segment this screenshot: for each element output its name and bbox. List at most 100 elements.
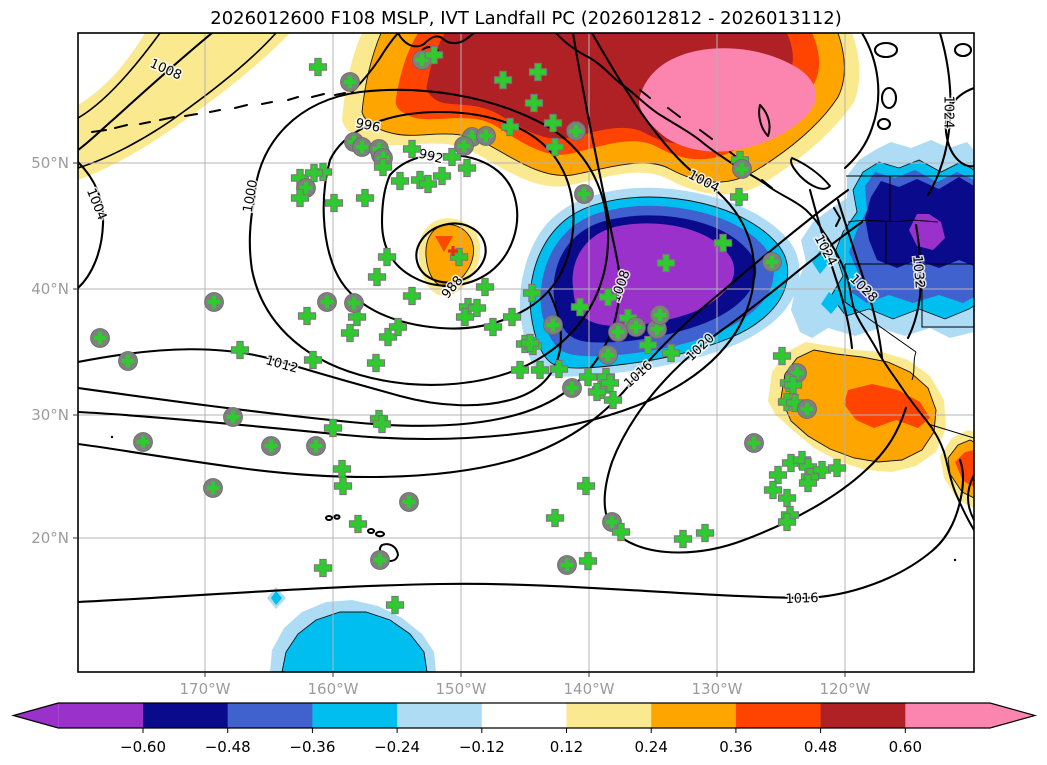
lon-tick-label: 150°W <box>436 680 487 698</box>
marker-plus-icon <box>357 190 373 206</box>
colorbar-tick-label: −0.48 <box>205 738 251 756</box>
observation-marker <box>371 551 390 570</box>
marker-plus-icon <box>580 553 596 569</box>
lon-tick-label: 130°W <box>692 680 743 698</box>
lat-tick-label: 50°N <box>31 154 69 172</box>
colorbar-segment <box>567 703 652 728</box>
observation-marker <box>305 352 321 368</box>
colorbar-tick-label: −0.60 <box>120 738 166 756</box>
lon-tick-label: 160°W <box>308 680 359 698</box>
marker-plus-icon <box>299 308 315 324</box>
figure-canvas: 2026012600 F108 MSLP, IVT Landfall PC (2… <box>0 0 1047 765</box>
colorbar-segment <box>905 703 990 728</box>
marker-plus-icon <box>512 362 528 378</box>
lat-tick-label: 30°N <box>31 406 69 424</box>
colorbar-left-arrow <box>13 703 58 728</box>
observation-marker <box>232 342 248 358</box>
colorbar-tick-label: 0.60 <box>889 738 922 756</box>
colorbar-tick-label: 0.36 <box>719 738 752 756</box>
marker-plus-icon <box>578 478 594 494</box>
observation-marker <box>404 288 420 304</box>
colorbar-segment <box>736 703 821 728</box>
observation-marker <box>262 437 281 456</box>
observation-marker <box>379 249 395 265</box>
observation-marker <box>455 137 474 156</box>
observation-marker <box>558 556 577 575</box>
observation-marker <box>798 400 817 419</box>
colorbar-right-arrow <box>990 703 1035 728</box>
marker-plus-icon <box>326 195 342 211</box>
observation-marker <box>675 531 691 547</box>
marker-plus-icon <box>335 478 351 494</box>
observation-marker <box>609 323 628 342</box>
observation-marker <box>733 160 752 179</box>
contour-label: 1032 <box>909 255 927 289</box>
colorbar-segment <box>651 703 736 728</box>
contour-label: 1004 <box>83 186 109 222</box>
observation-marker <box>770 467 786 483</box>
colorbar-segment <box>397 703 482 728</box>
weather-map-figure: 2026012600 F108 MSLP, IVT Landfall PC (2… <box>0 0 1047 765</box>
observation-marker <box>392 173 408 189</box>
observation-marker <box>387 597 403 613</box>
marker-plus-icon <box>315 560 331 576</box>
observation-marker <box>310 59 326 75</box>
observation-marker <box>119 352 138 371</box>
colorbar-tick-label: 0.12 <box>550 738 583 756</box>
lon-tick-label: 120°W <box>820 680 871 698</box>
observation-marker <box>368 355 384 371</box>
observation-marker <box>745 434 764 453</box>
contour-label: 1024 <box>941 95 956 128</box>
contour-label: 1000 <box>241 179 262 214</box>
observation-marker <box>299 308 315 324</box>
observation-marker <box>651 306 670 325</box>
marker-plus-icon <box>392 173 408 189</box>
colorbar-segment <box>312 703 397 728</box>
observation-marker <box>353 138 372 157</box>
observation-marker <box>341 73 360 92</box>
marker-plus-icon <box>697 525 713 541</box>
colorbar-segment <box>143 703 228 728</box>
lat-tick-label: 40°N <box>31 280 69 298</box>
marker-plus-icon <box>368 355 384 371</box>
marker-plus-icon <box>380 329 396 345</box>
marker-plus-icon <box>675 531 691 547</box>
marker-plus-icon <box>305 352 321 368</box>
marker-plus-icon <box>404 288 420 304</box>
observation-marker <box>350 516 366 532</box>
observation-marker <box>575 185 594 204</box>
observation-marker <box>763 253 782 272</box>
observation-marker <box>627 318 646 337</box>
marker-plus-icon <box>232 342 248 358</box>
observation-marker <box>580 553 596 569</box>
observation-marker <box>547 510 563 526</box>
observation-marker <box>342 325 358 341</box>
colorbar-segment <box>482 703 567 728</box>
lon-tick-label: 140°W <box>564 680 615 698</box>
observation-marker <box>204 479 223 498</box>
observation-marker <box>504 309 520 325</box>
observation-marker <box>334 461 350 477</box>
colorbar-tick-label: 0.48 <box>804 738 837 756</box>
colorbar-tick-label: 0.24 <box>634 738 667 756</box>
marker-plus-icon <box>477 279 493 295</box>
observation-marker <box>369 269 385 285</box>
colorbar-tick-label: −0.12 <box>459 738 505 756</box>
observation-marker <box>326 195 342 211</box>
observation-marker <box>563 379 582 398</box>
colorbar-segment <box>821 703 906 728</box>
map-area: 1008100410009969929881012100410081016102… <box>78 33 974 672</box>
marker-plus-icon <box>342 325 358 341</box>
observation-marker <box>512 362 528 378</box>
observation-marker <box>477 127 496 146</box>
marker-plus-icon <box>387 597 403 613</box>
observation-marker <box>357 190 373 206</box>
marker-plus-icon <box>350 516 366 532</box>
observation-marker <box>605 392 621 408</box>
colorbar-tick-label: −0.36 <box>289 738 335 756</box>
colorbar-segment <box>58 703 143 728</box>
contour-label: 1016 <box>785 591 819 607</box>
colorbar-tick-label: −0.24 <box>374 738 420 756</box>
marker-plus-icon <box>770 467 786 483</box>
observation-marker <box>307 437 326 456</box>
